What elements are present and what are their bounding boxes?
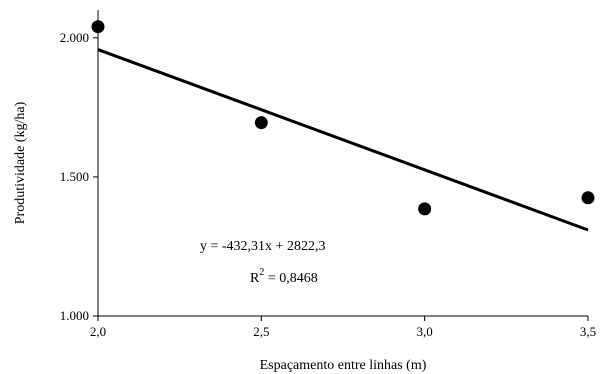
x-ticks: 2,0 2,5 3,0 3,5 [90, 316, 596, 339]
r-squared-annotation: R2 = 0,8468 [250, 267, 318, 286]
r2-superscript: 2 [259, 267, 264, 278]
y-tick-label: 2.000 [60, 30, 89, 45]
x-tick-label: 2,5 [253, 324, 269, 339]
y-tick-label: 1.000 [60, 308, 89, 323]
y-axis-title: Produtividade (kg/ha) [13, 101, 28, 224]
r2-value: = 0,8468 [264, 271, 317, 286]
axes [97, 10, 588, 317]
data-point [418, 202, 432, 216]
data-point [254, 116, 268, 130]
data-point [91, 20, 105, 34]
regression-equation: y = -432,31x + 2822,3 [200, 239, 325, 254]
x-axis-title: Espaçamento entre linhas (m) [260, 358, 427, 373]
data-points [91, 20, 595, 216]
x-tick-label: 2,0 [90, 324, 106, 339]
x-tick-label: 3,5 [580, 324, 596, 339]
trendline [97, 48, 589, 232]
x-tick-label: 3,0 [417, 324, 433, 339]
data-point [581, 191, 595, 205]
y-tick-label: 1.500 [60, 169, 89, 184]
r2-prefix: R [250, 271, 260, 286]
y-ticks: 1.000 1.500 2.000 [60, 30, 98, 323]
